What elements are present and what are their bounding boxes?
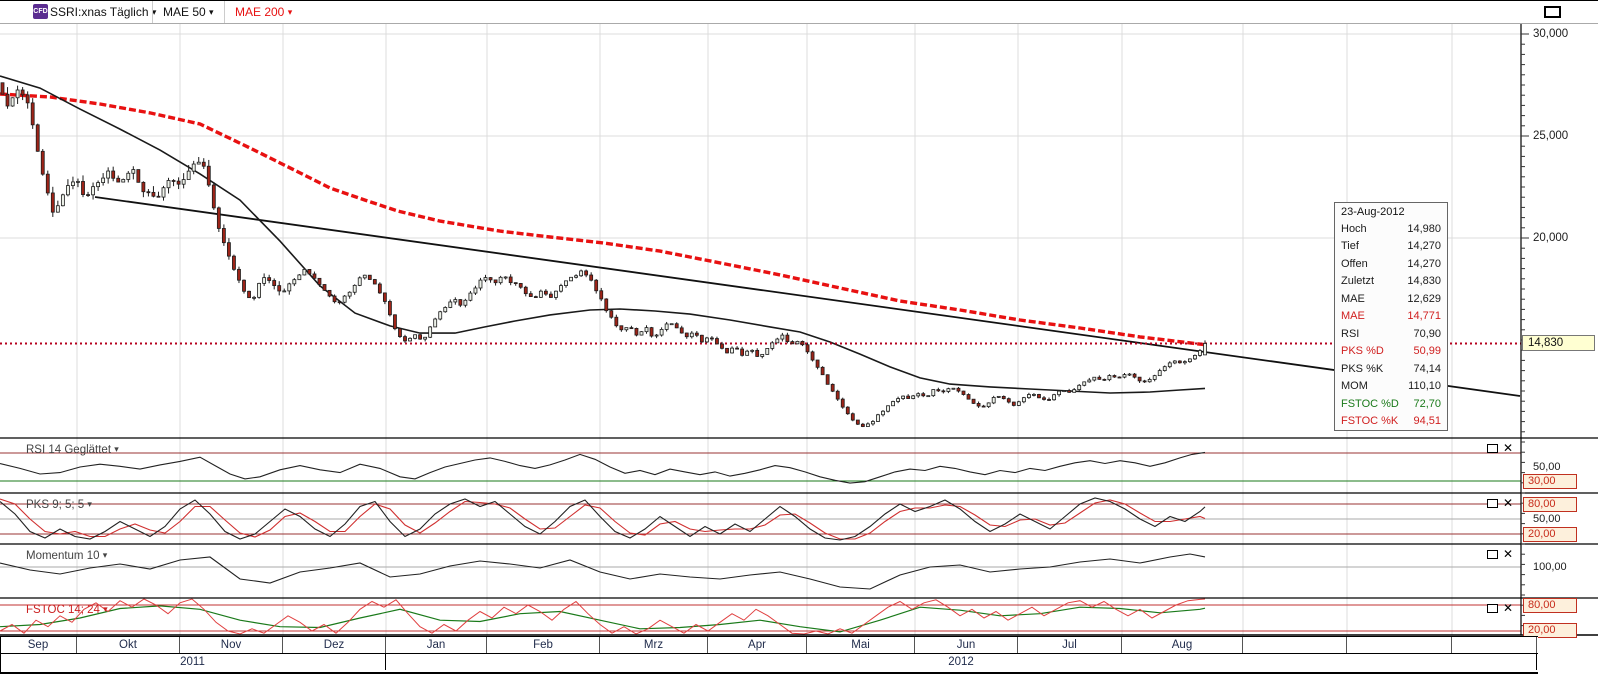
info-row: Zuletzt 14,830 bbox=[1341, 275, 1441, 287]
mae50-line bbox=[0, 75, 1206, 394]
month-cell: Jan bbox=[386, 637, 487, 653]
mae50-dropdown[interactable]: MAE 50 ▾ bbox=[163, 5, 214, 19]
info-row: PKS %K 74,14 bbox=[1341, 362, 1441, 375]
panel-minimize-icon[interactable] bbox=[1487, 550, 1498, 559]
year-band bbox=[0, 653, 1538, 674]
info-row: Hoch 14,980 bbox=[1341, 222, 1441, 235]
chevron-down-icon: ▾ bbox=[151, 7, 157, 17]
price-axis-label: 30,000 bbox=[1533, 28, 1569, 40]
month-cell: Jun bbox=[915, 637, 1018, 653]
fstoc_d-line bbox=[0, 605, 1206, 633]
info-row: RSI 70,90 bbox=[1341, 327, 1441, 340]
info-row: FSTOC %K 94,51 bbox=[1341, 415, 1441, 427]
chevron-down-icon: ▾ bbox=[87, 499, 92, 509]
month-cell: Aug bbox=[1122, 637, 1243, 653]
quote-info-box: 23-Aug-2012 Hoch 14,980 Tief 14,270 Offen 14,… bbox=[1334, 202, 1448, 431]
month-cell bbox=[1347, 637, 1452, 653]
price-axis-label: 20,000 bbox=[1533, 232, 1569, 244]
chevron-down-icon: ▾ bbox=[209, 7, 214, 17]
indicator-axis-label: 50,00 bbox=[1533, 461, 1561, 473]
info-row: MAE 14,771 bbox=[1341, 310, 1441, 322]
month-cell bbox=[1243, 637, 1347, 653]
chevron-down-icon: ▾ bbox=[114, 444, 119, 454]
trendline bbox=[94, 196, 1521, 397]
maximize-icon[interactable] bbox=[1544, 6, 1561, 18]
mae200-dropdown[interactable]: MAE 200 ▾ bbox=[235, 5, 293, 19]
month-cell bbox=[1452, 637, 1537, 653]
year-cell: 2012 bbox=[386, 654, 1537, 670]
panel-label-pks[interactable]: PKS 9; 5; 5 ▾ bbox=[26, 499, 92, 511]
chevron-down-icon: ▾ bbox=[103, 604, 108, 614]
chevron-down-icon: ▾ bbox=[102, 550, 108, 560]
info-row: FSTOC %D 72,70 bbox=[1341, 397, 1441, 410]
panel-close-icon[interactable]: ✕ bbox=[1503, 496, 1514, 510]
panel-close-icon[interactable]: ✕ bbox=[1503, 547, 1514, 561]
month-band bbox=[0, 636, 1538, 654]
panel-minimize-icon[interactable] bbox=[1487, 604, 1498, 613]
month-cell: Nov bbox=[180, 637, 283, 653]
info-row: MAE 12,629 bbox=[1341, 292, 1441, 305]
month-cell: Feb bbox=[487, 637, 600, 653]
mom-line bbox=[0, 553, 1206, 590]
month-cell: Mrz bbox=[600, 637, 708, 653]
mae200-line bbox=[0, 92, 1206, 347]
price-axis-label: 25,000 bbox=[1533, 130, 1569, 142]
last-price-tag: 14,830 bbox=[1522, 335, 1595, 352]
indicator-axis-label: 100,00 bbox=[1533, 561, 1567, 573]
cfd-badge-icon: CFD bbox=[33, 4, 48, 19]
year-cell: 2011 bbox=[0, 654, 386, 670]
indicator-axis-label: 20,00 bbox=[1523, 623, 1577, 639]
month-cell: Okt bbox=[77, 637, 180, 653]
toolbar-divider bbox=[224, 1, 225, 23]
info-row: PKS %D 50,99 bbox=[1341, 345, 1441, 357]
info-row: Offen 14,270 bbox=[1341, 257, 1441, 270]
month-cell: Dez bbox=[283, 637, 386, 653]
month-cell: Sep bbox=[0, 637, 77, 653]
indicator-axis-label: 20,00 bbox=[1523, 526, 1577, 542]
panel-label-rsi[interactable]: RSI 14 Geglättet ▾ bbox=[26, 444, 119, 456]
rsi-line bbox=[0, 451, 1206, 484]
panel-minimize-icon[interactable] bbox=[1487, 444, 1498, 453]
indicator-axis-label: 80,00 bbox=[1523, 496, 1577, 512]
indicator-axis-label: 80,00 bbox=[1523, 597, 1577, 613]
month-cell: Apr bbox=[708, 637, 807, 653]
month-cell: Mai bbox=[807, 637, 915, 653]
panel-label-fstoc[interactable]: FSTOC 14; 24 ▾ bbox=[26, 604, 108, 616]
candles bbox=[0, 82, 1207, 428]
panel-close-icon[interactable]: ✕ bbox=[1503, 441, 1514, 455]
panel-close-icon[interactable]: ✕ bbox=[1503, 601, 1514, 615]
chevron-down-icon: ▾ bbox=[287, 7, 293, 17]
panel-label-mom[interactable]: Momentum 10 ▾ bbox=[26, 550, 108, 562]
indicator-axis-label: 30,00 bbox=[1523, 473, 1577, 489]
symbol-timeframe-dropdown[interactable]: SSRI:xnas Täglich ▾ bbox=[50, 5, 157, 19]
month-cell: Jul bbox=[1018, 637, 1122, 653]
chart-toolbar: CFD SSRI:xnas Täglich ▾ MAE 50 ▾ MAE 200… bbox=[0, 1, 1598, 24]
info-row: Tief 14,270 bbox=[1341, 240, 1441, 252]
panel-minimize-icon[interactable] bbox=[1487, 499, 1498, 508]
info-row: MOM 110,10 bbox=[1341, 380, 1441, 392]
toolbar-divider bbox=[152, 1, 153, 23]
info-date: 23-Aug-2012 bbox=[1341, 206, 1405, 218]
indicator-axis-label: 50,00 bbox=[1533, 513, 1561, 525]
fstoc_k-line bbox=[0, 598, 1206, 635]
pks_k-line bbox=[0, 497, 1206, 541]
